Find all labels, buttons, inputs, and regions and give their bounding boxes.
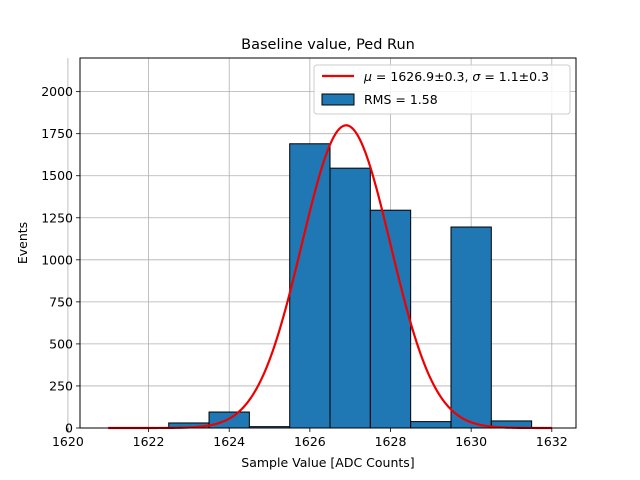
- x-tick-label: 1630: [455, 434, 487, 449]
- x-tick-label: 1626: [294, 434, 326, 449]
- histogram-bar: [410, 421, 452, 429]
- legend-fit-label: μ = 1626.9±0.3, σ = 1.1±0.3: [363, 69, 549, 84]
- y-axis-ticks: 0 250 500 750 1000 1250 1500 1750 2000: [41, 84, 80, 436]
- y-tick-label: 500: [49, 336, 73, 351]
- x-tick-label: 1632: [536, 434, 568, 449]
- y-tick-label: 250: [49, 378, 73, 393]
- y-tick-label: 1500: [41, 168, 73, 183]
- x-axis-ticks: 1620 1622 1624 1626 1628 1630 1632: [52, 428, 568, 449]
- y-tick-label: 1250: [41, 210, 73, 225]
- legend-histogram-label: RMS = 1.58: [364, 92, 438, 107]
- y-tick-label: 2000: [41, 84, 73, 99]
- legend-histogram-swatch: [321, 93, 355, 106]
- histogram-bar: [450, 226, 492, 429]
- x-axis-label: Sample Value [ADC Counts]: [241, 455, 414, 470]
- y-tick-label: 0: [65, 421, 73, 436]
- y-tick-label: 1750: [41, 126, 73, 141]
- x-tick-label: 1624: [213, 434, 245, 449]
- chart-title: Baseline value, Ped Run: [241, 37, 415, 53]
- histogram-bar: [289, 143, 331, 429]
- x-tick-label: 1620: [52, 434, 84, 449]
- histogram-bars: [168, 143, 533, 429]
- y-tick-label: 750: [49, 294, 73, 309]
- y-axis-label: Events: [15, 222, 30, 264]
- legend: μ = 1626.9±0.3, σ = 1.1±0.3 RMS = 1.58: [313, 64, 571, 115]
- histogram-bar: [208, 411, 250, 429]
- legend-box: [313, 64, 571, 115]
- histogram-bar: [329, 167, 371, 429]
- x-tick-label: 1628: [375, 434, 407, 449]
- plot-frame: [79, 57, 577, 429]
- y-tick-label: 1000: [41, 252, 73, 267]
- x-tick-label: 1622: [133, 434, 165, 449]
